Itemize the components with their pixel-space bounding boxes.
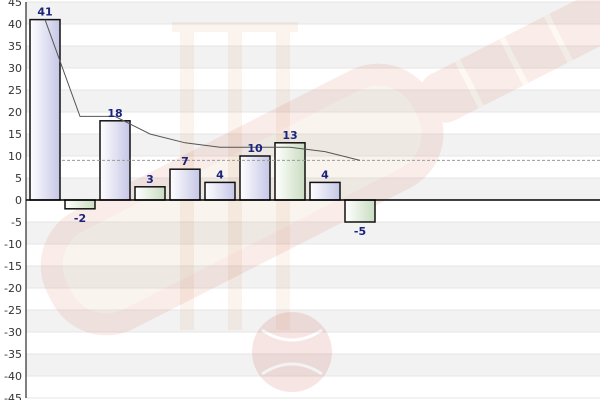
trend-line — [44, 19, 361, 161]
data-label: 4 — [321, 168, 329, 181]
y-tick-label: 5 — [15, 172, 22, 185]
data-label: 3 — [146, 173, 154, 186]
y-tick-label: -15 — [4, 260, 22, 273]
grid-band — [26, 222, 600, 244]
lines — [44, 19, 600, 161]
grid-band — [26, 354, 600, 376]
data-label: 4 — [216, 168, 224, 181]
y-tick-label: 25 — [8, 84, 22, 97]
grid-band — [26, 46, 600, 68]
data-label: 18 — [107, 107, 122, 120]
grid-band — [26, 2, 600, 24]
y-tick-label: -45 — [4, 392, 22, 400]
y-tick-label: -40 — [4, 370, 22, 383]
data-labels: 41 -2 18 3 7 4 10 13 4 -5 — [37, 6, 366, 238]
bar — [239, 155, 271, 201]
y-tick-label: 30 — [8, 62, 22, 75]
y-tick-label: 10 — [8, 150, 22, 163]
bar — [344, 199, 376, 223]
y-tick-label: 0 — [15, 194, 22, 207]
y-tick-label: 40 — [8, 18, 22, 31]
y-tick-label: 15 — [8, 128, 22, 141]
y-tick-label: -35 — [4, 348, 22, 361]
grid-band — [26, 266, 600, 288]
grid — [26, 1, 600, 399]
bar — [29, 18, 61, 201]
grid-band — [26, 90, 600, 112]
y-tick-label: -30 — [4, 326, 22, 339]
bar — [204, 181, 236, 201]
y-tick-label: -25 — [4, 304, 22, 317]
bar — [274, 142, 306, 201]
cricket-stumps-watermark — [172, 22, 298, 330]
y-tick-label: -10 — [4, 238, 22, 251]
y-tick-label: -20 — [4, 282, 22, 295]
data-label: -2 — [74, 212, 86, 225]
data-label: 13 — [282, 129, 297, 142]
y-tick-label: 35 — [8, 40, 22, 53]
y-tick-label: 20 — [8, 106, 22, 119]
data-label: 7 — [181, 155, 189, 168]
data-label: -5 — [354, 225, 366, 238]
grid-band — [26, 134, 600, 156]
grid-band — [26, 310, 600, 332]
axes: 45 40 35 30 25 20 15 10 5 0 -5 -10 -15 -20 -25 -30 -35 -4… — [4, 0, 600, 400]
bar — [134, 186, 166, 201]
bar — [169, 168, 201, 201]
data-label: 41 — [37, 6, 52, 19]
y-tick-label: 45 — [8, 0, 22, 9]
cricket-ball-watermark — [252, 312, 332, 392]
bar — [309, 181, 341, 201]
data-label: 10 — [247, 142, 263, 155]
bars — [29, 18, 376, 223]
bar — [64, 199, 96, 210]
y-tick-label: -5 — [11, 216, 22, 229]
